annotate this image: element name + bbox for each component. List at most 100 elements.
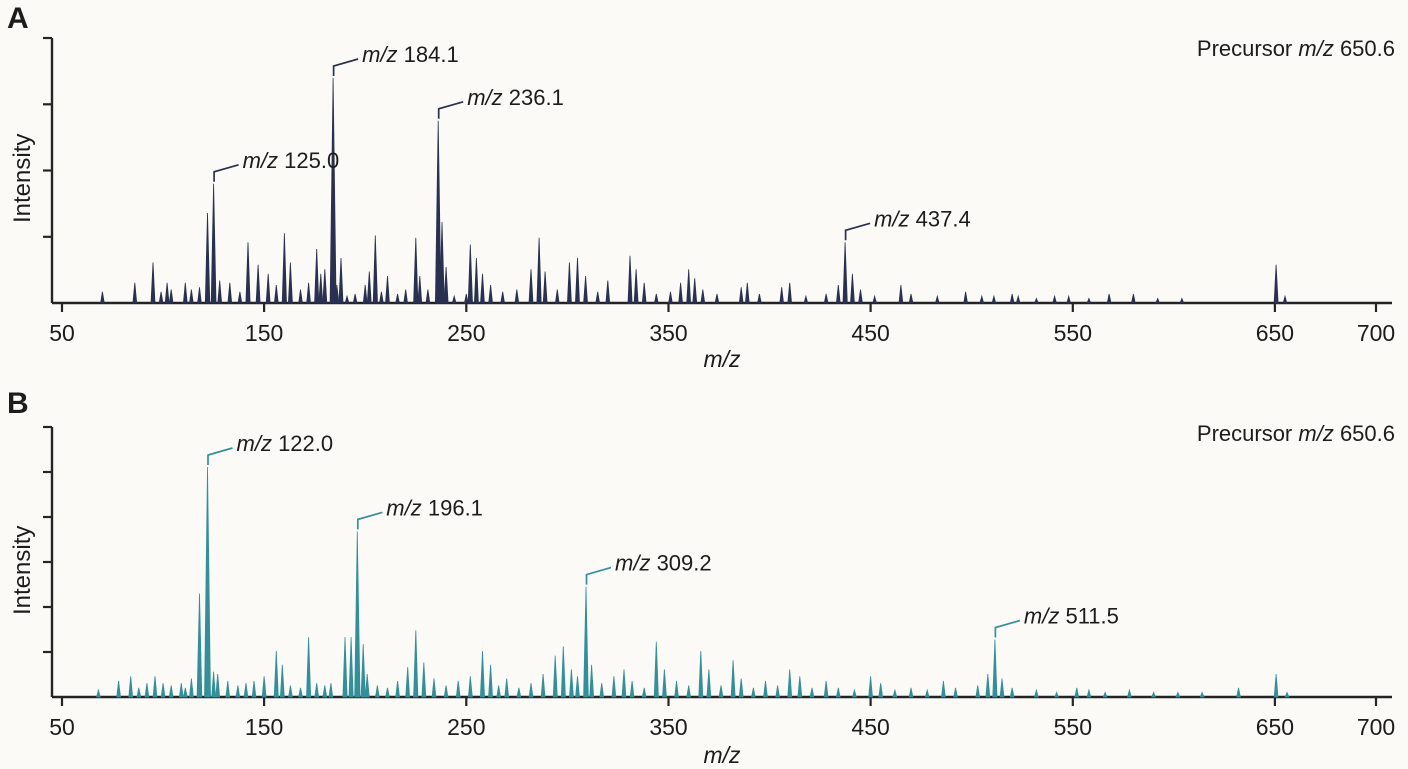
peak xyxy=(540,673,546,698)
peak xyxy=(128,676,134,698)
peak xyxy=(360,644,366,698)
peak xyxy=(334,284,340,304)
peak xyxy=(322,269,328,304)
peak-annotation: m/z 125.0 xyxy=(213,148,339,182)
peak xyxy=(678,282,683,304)
x-tick-label: 50 xyxy=(49,320,75,346)
peak xyxy=(809,687,815,698)
peak xyxy=(611,676,617,698)
precursor-label-a: Precursor m/z 650.6 xyxy=(1197,36,1395,62)
peak xyxy=(775,685,780,698)
peak xyxy=(751,687,756,698)
peak xyxy=(674,680,679,698)
peak xyxy=(1086,297,1092,304)
peak xyxy=(100,291,105,304)
peak xyxy=(1009,687,1015,698)
peak xyxy=(255,264,261,304)
peak xyxy=(197,287,202,304)
peak xyxy=(1151,691,1156,698)
peak xyxy=(514,289,520,304)
peak xyxy=(516,687,522,698)
peak xyxy=(1284,691,1290,698)
peak xyxy=(210,183,217,304)
peak xyxy=(136,687,142,698)
peak xyxy=(237,291,243,304)
x-tick-label: 50 xyxy=(49,714,75,740)
peak xyxy=(787,669,793,698)
peak xyxy=(654,293,659,304)
peak xyxy=(872,294,878,304)
peak xyxy=(536,237,542,304)
peak xyxy=(160,683,166,698)
peak xyxy=(985,673,991,698)
annotation-leader-line xyxy=(207,447,233,465)
x-tick-label: 450 xyxy=(851,320,889,346)
annotation-leader-line xyxy=(585,566,612,585)
peak xyxy=(569,669,574,698)
peak xyxy=(589,664,595,698)
x-tick-label: 550 xyxy=(1054,320,1092,346)
peak xyxy=(852,688,857,698)
peak xyxy=(599,683,605,698)
peak xyxy=(1052,294,1057,304)
peak xyxy=(279,664,285,698)
peak xyxy=(431,678,437,698)
x-tick-label: 150 xyxy=(245,320,283,346)
peak xyxy=(823,293,829,304)
peak xyxy=(668,291,673,304)
peak xyxy=(583,586,589,698)
annotation-leader-line xyxy=(356,511,383,530)
peak xyxy=(480,273,485,304)
peak xyxy=(583,275,588,304)
peak xyxy=(953,687,958,698)
annotation-text: m/z 236.1 xyxy=(467,85,564,110)
peak xyxy=(730,660,736,698)
peak xyxy=(413,630,419,698)
peak-annotation: m/z 309.2 xyxy=(585,551,712,585)
peak xyxy=(1054,691,1059,698)
peak xyxy=(496,685,501,698)
peak xyxy=(797,676,803,698)
annotation-text: m/z 437.4 xyxy=(874,206,971,231)
peak xyxy=(991,294,997,304)
x-tick-label: 250 xyxy=(447,714,485,740)
x-tick-label: 450 xyxy=(851,714,889,740)
peak xyxy=(738,678,744,698)
peak xyxy=(1236,687,1241,698)
peak xyxy=(314,248,320,304)
peak xyxy=(629,680,635,698)
peak xyxy=(314,683,320,698)
peak xyxy=(451,294,457,304)
peak xyxy=(992,639,998,698)
peak-annotation: m/z 184.1 xyxy=(332,42,459,76)
spectrum-panel-a: 50 150 250 350 450 550 650 700 m/z 125.0 m/z 184.… xyxy=(43,36,1395,346)
peak xyxy=(878,683,884,698)
peak xyxy=(868,676,873,698)
x-tick-label: 150 xyxy=(245,714,283,740)
peak xyxy=(763,680,768,698)
peak xyxy=(1179,297,1185,304)
peak xyxy=(379,291,384,304)
panel-b-label: B xyxy=(7,387,29,420)
peak xyxy=(164,282,170,304)
peak xyxy=(552,655,558,698)
peak xyxy=(328,683,334,698)
peak xyxy=(152,676,158,698)
peak xyxy=(908,293,914,304)
peak xyxy=(1273,264,1279,304)
peak xyxy=(467,244,473,304)
peak xyxy=(189,289,194,304)
x-axis-label-a: m/z xyxy=(703,346,741,372)
peak xyxy=(1131,293,1136,304)
peak xyxy=(641,687,647,698)
peak xyxy=(434,120,442,304)
annotation-leader-line xyxy=(213,163,239,182)
peak xyxy=(443,685,449,698)
peak xyxy=(1175,691,1181,698)
peak xyxy=(306,637,312,698)
peak xyxy=(243,683,249,698)
peak xyxy=(405,667,411,698)
peak xyxy=(1015,294,1021,304)
precursor-text-a: Precursor xyxy=(1196,36,1299,61)
